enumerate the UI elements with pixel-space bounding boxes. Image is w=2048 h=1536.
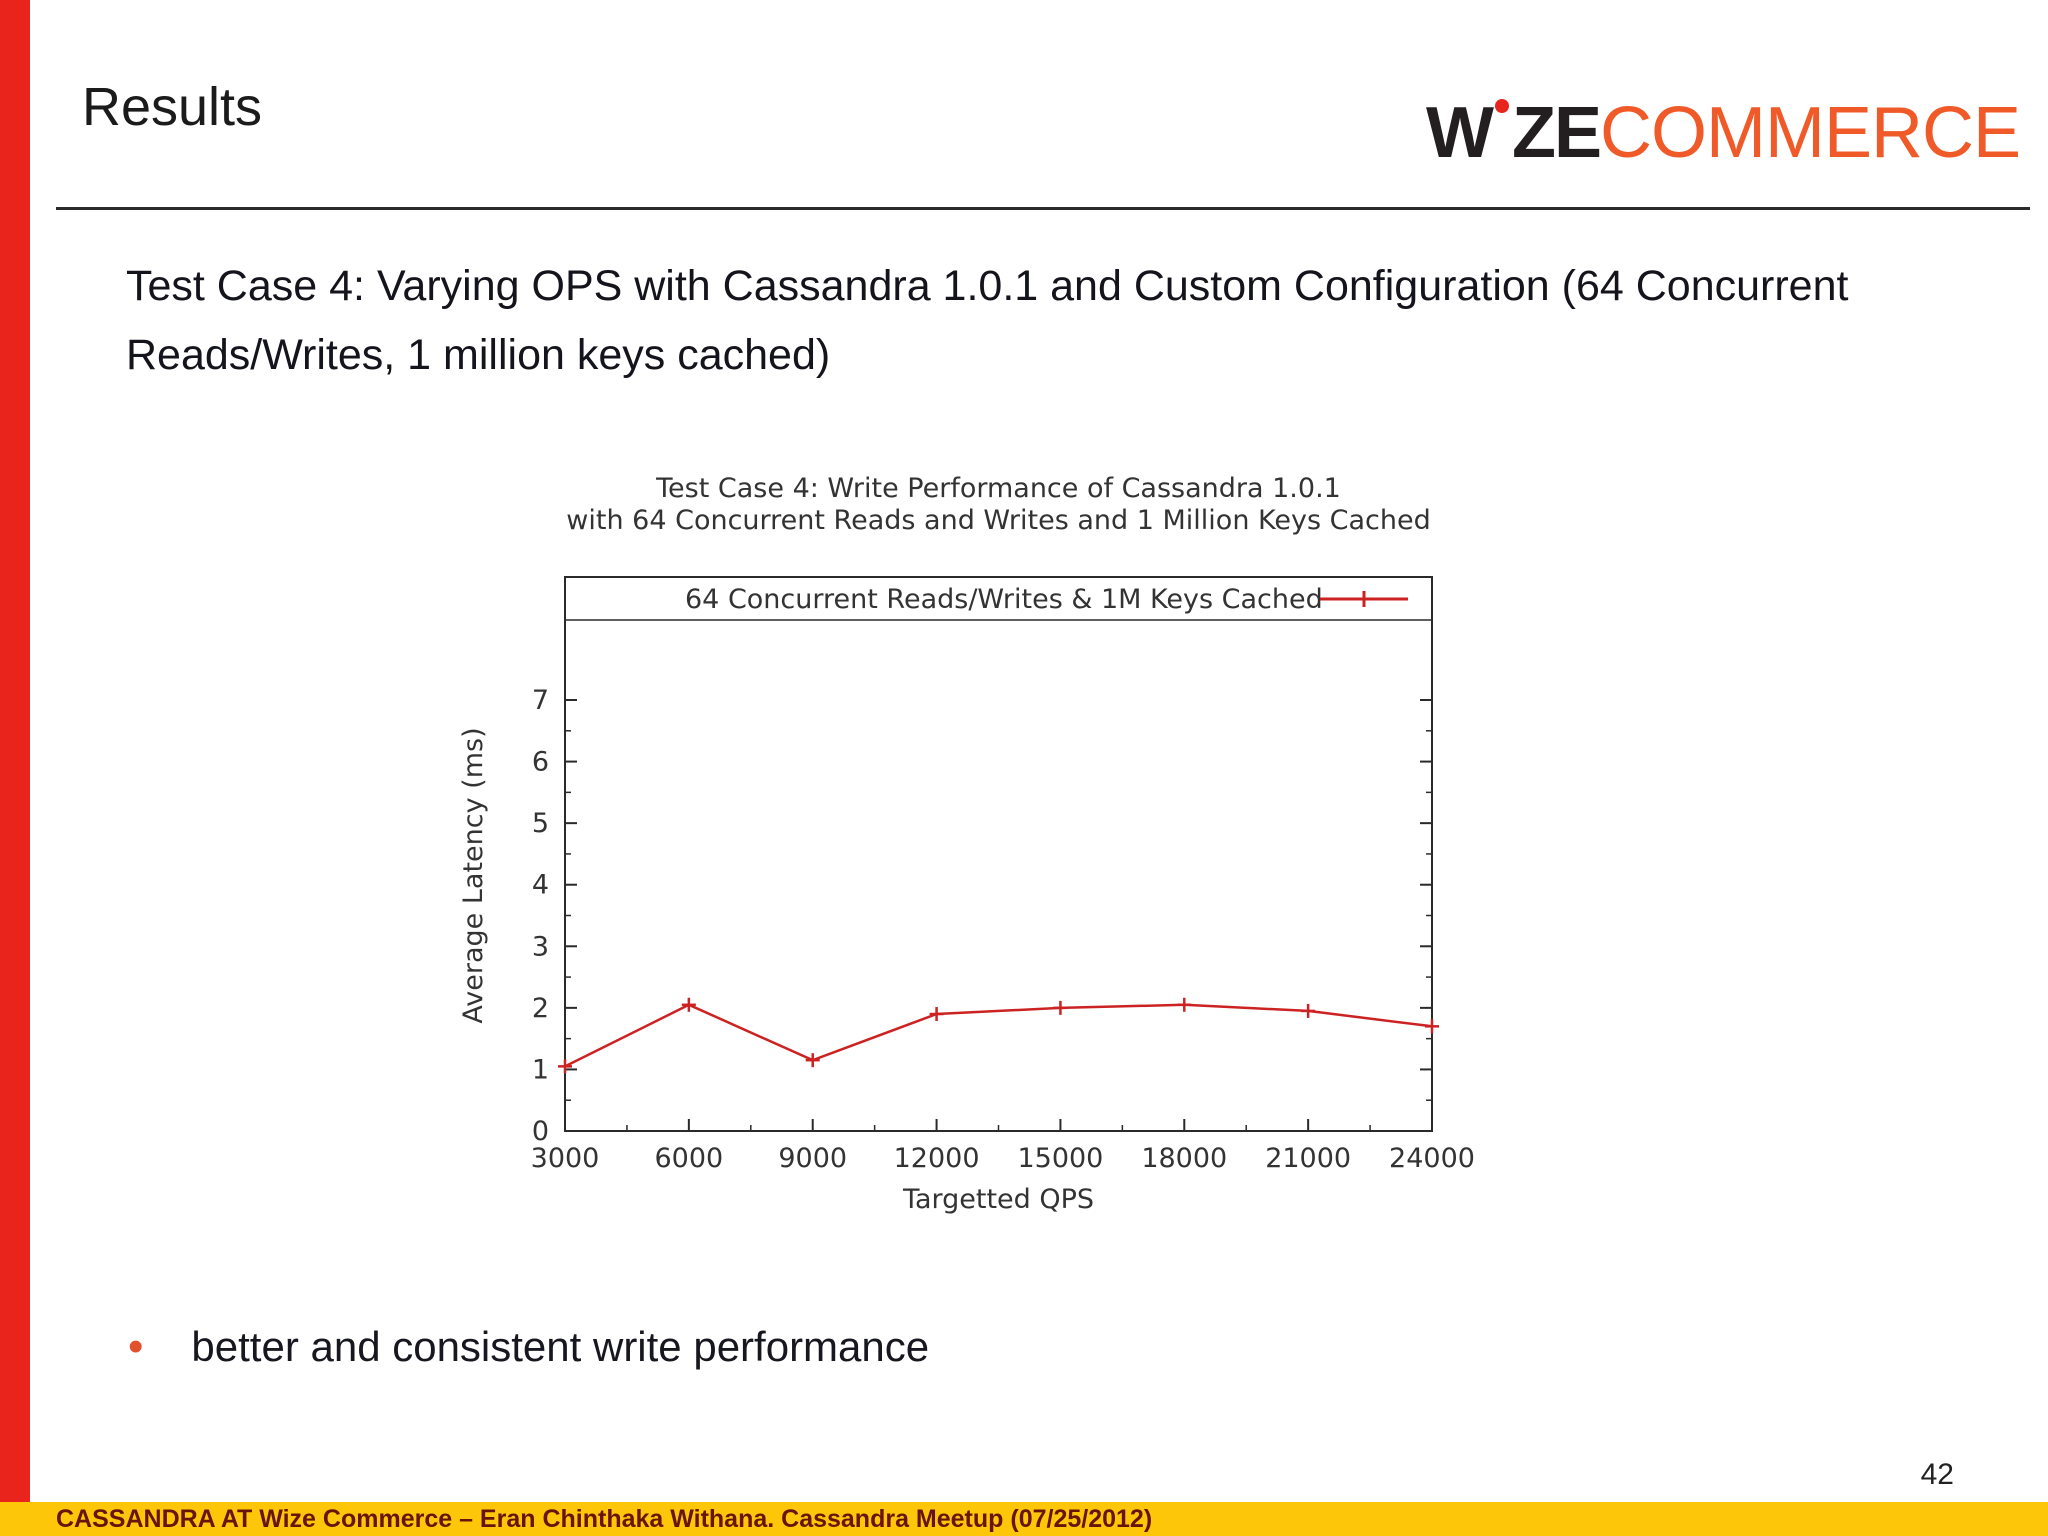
y-tick-label: 0 xyxy=(532,1116,549,1147)
page-title: Results xyxy=(82,77,263,137)
logo-text-ze: ZE xyxy=(1511,93,1602,173)
slide-subtitle: Test Case 4: Varying OPS with Cassandra … xyxy=(126,262,1849,379)
y-tick-label: 3 xyxy=(532,931,549,962)
x-tick-label: 21000 xyxy=(1265,1143,1351,1174)
logo-text-commerce: COMMERCE xyxy=(1600,93,2021,173)
legend-label: 64 Concurrent Reads/Writes & 1M Keys Cac… xyxy=(685,584,1323,615)
x-tick-label: 12000 xyxy=(894,1143,980,1174)
x-tick-label: 15000 xyxy=(1017,1143,1103,1174)
chart-title-line2: with 64 Concurrent Reads and Writes and … xyxy=(566,505,1430,536)
bullet-icon: • xyxy=(128,1322,144,1371)
wizecommerce-logo: W ZECOMMERCE xyxy=(1426,92,2021,174)
y-tick-label: 5 xyxy=(532,808,549,839)
y-tick-label: 2 xyxy=(532,993,549,1024)
logo-dot-icon xyxy=(1494,99,1509,113)
x-tick-label: 9000 xyxy=(778,1143,847,1174)
plot-frame xyxy=(564,576,1433,1132)
y-tick-label: 6 xyxy=(532,747,549,778)
line-chart-svg: Test Case 4: Write Performance of Cassan… xyxy=(458,473,1475,1215)
series-line xyxy=(564,1003,1433,1068)
y-axis-label: Average Latency (ms) xyxy=(458,727,489,1023)
logo-text-w: W xyxy=(1426,93,1494,173)
x-tick-label: 3000 xyxy=(531,1143,600,1174)
page-number: 42 xyxy=(1920,1458,1954,1491)
y-tick-label: 7 xyxy=(532,685,549,716)
left-accent-bar xyxy=(0,0,30,1536)
bullet-text: better and consistent write performance xyxy=(191,1323,930,1370)
chart-title-line1: Test Case 4: Write Performance of Cassan… xyxy=(655,473,1341,504)
x-tick-label: 24000 xyxy=(1389,1143,1475,1174)
header-divider xyxy=(56,207,2030,210)
bullet-row: • better and consistent write performanc… xyxy=(128,1322,929,1372)
y-tick-label: 1 xyxy=(532,1054,549,1085)
y-tick-label: 4 xyxy=(532,870,549,901)
footer-bar: CASSANDRA AT Wize Commerce – Eran Chinth… xyxy=(0,1502,2048,1536)
x-tick-label: 18000 xyxy=(1141,1143,1227,1174)
chart: Test Case 4: Write Performance of Cassan… xyxy=(420,455,1520,1255)
x-axis-label: Targetted QPS xyxy=(902,1184,1094,1215)
x-tick-label: 6000 xyxy=(654,1143,723,1174)
